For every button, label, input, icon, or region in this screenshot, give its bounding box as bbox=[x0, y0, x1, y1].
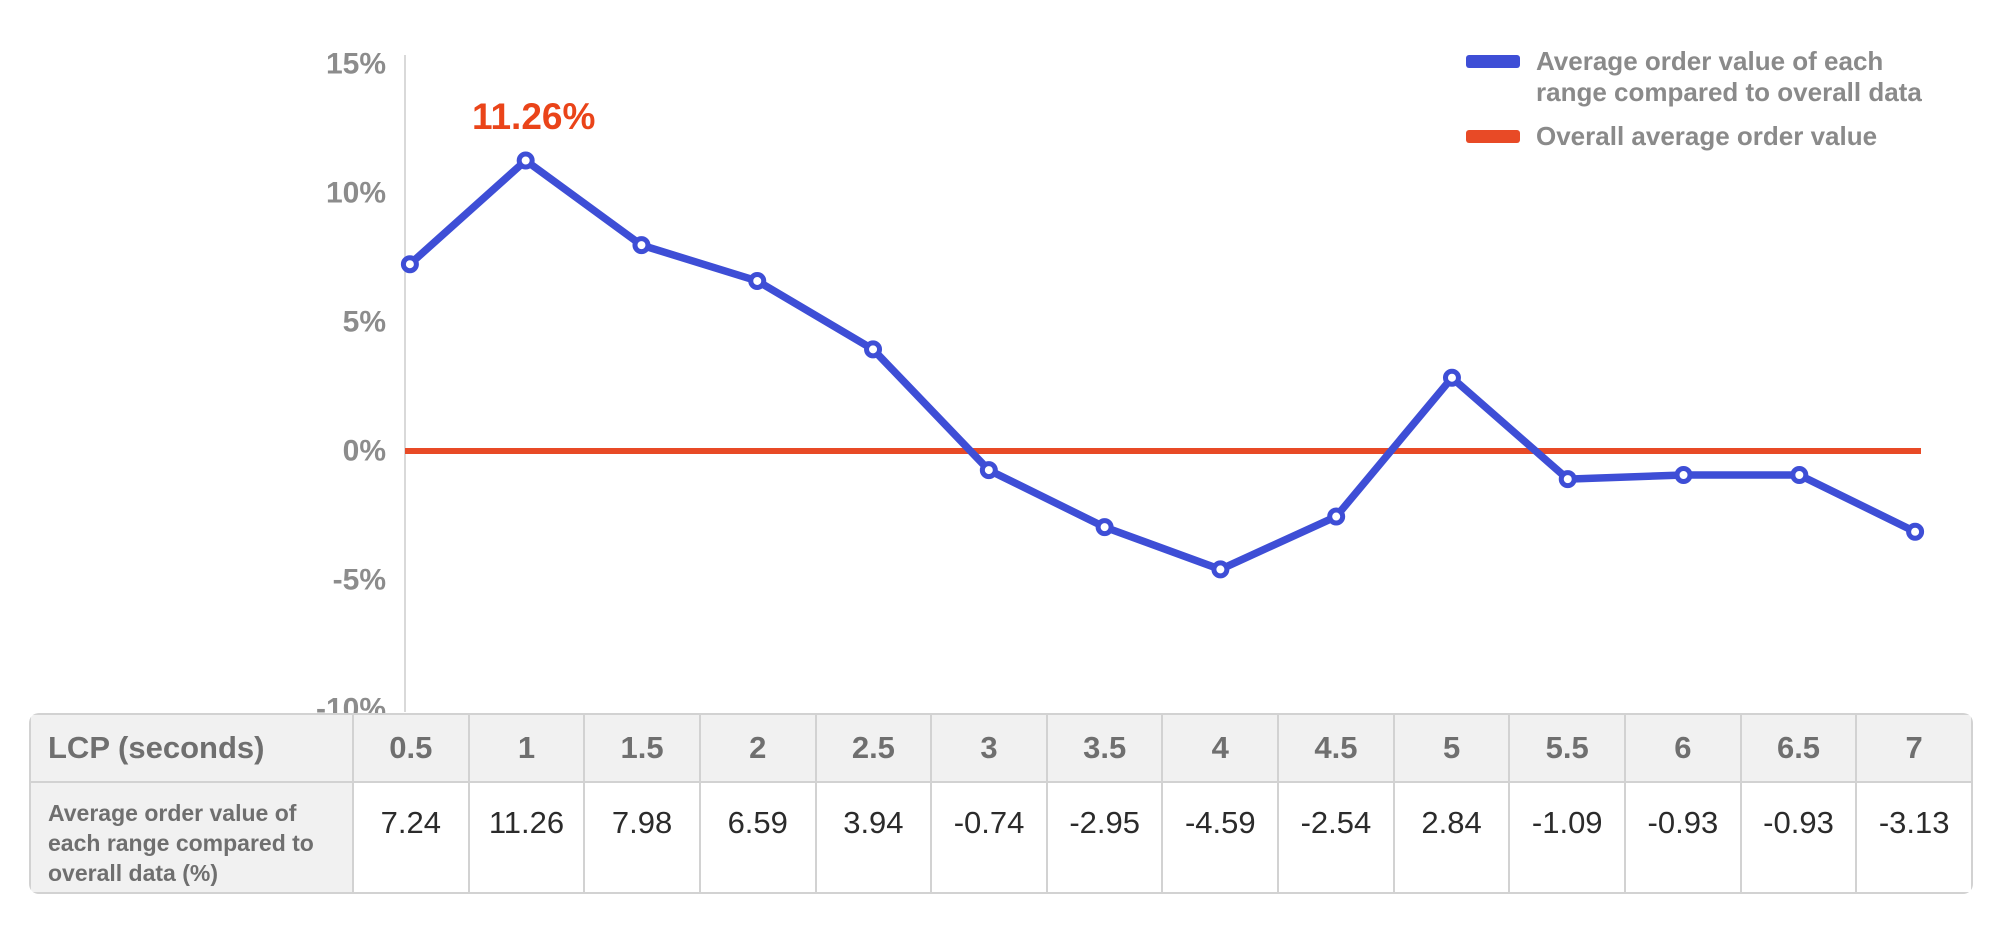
value-cell: 2.84 bbox=[1392, 781, 1511, 894]
row-label: Average order value of each range compar… bbox=[29, 781, 354, 894]
value-cell: 6.59 bbox=[698, 781, 817, 894]
y-axis-tick-label: 0% bbox=[343, 435, 386, 468]
value-cell: -0.93 bbox=[1739, 781, 1858, 894]
legend-entry-reference: Overall average order value bbox=[1466, 121, 1956, 152]
data-point-marker bbox=[1906, 522, 1925, 541]
column-header: 2.5 bbox=[814, 713, 933, 783]
lcp-data-table: LCP (seconds) 0.5 1 1.5 2 2.5 3 3.5 4 4.… bbox=[29, 713, 1973, 894]
data-point-marker bbox=[864, 340, 883, 359]
column-header: 2 bbox=[698, 713, 817, 783]
value-cell: 3.94 bbox=[814, 781, 933, 894]
data-point-marker bbox=[979, 461, 998, 480]
y-axis-tick-label: 15% bbox=[326, 48, 386, 81]
value-cell: 7.24 bbox=[352, 781, 470, 894]
data-point-marker bbox=[1327, 507, 1346, 526]
column-header: 1.5 bbox=[583, 713, 701, 783]
series-line bbox=[406, 156, 1919, 574]
line-chart: 15% 10% 5% 0% -5% -10% 11.26% bbox=[316, 48, 1925, 714]
reference-line-swatch bbox=[1466, 130, 1520, 143]
column-header: 3 bbox=[930, 713, 1048, 783]
data-point-marker bbox=[632, 236, 651, 255]
column-header: 5.5 bbox=[1508, 713, 1627, 783]
value-cell: -3.13 bbox=[1855, 781, 1973, 894]
y-axis-tick-label: 10% bbox=[326, 177, 386, 210]
peak-value-annotation: 11.26% bbox=[472, 96, 595, 137]
table-header-row: LCP (seconds) 0.5 1 1.5 2 2.5 3 3.5 4 4.… bbox=[29, 713, 1973, 783]
data-point-marker bbox=[1442, 368, 1461, 387]
column-header: 3.5 bbox=[1045, 713, 1164, 783]
data-point-marker bbox=[748, 271, 767, 290]
column-header: 4 bbox=[1161, 713, 1280, 783]
data-point-marker bbox=[1790, 465, 1809, 484]
data-point-marker bbox=[1211, 560, 1230, 579]
table-value-row: Average order value of each range compar… bbox=[29, 781, 1973, 894]
data-point-marker bbox=[516, 151, 535, 170]
column-header: 5 bbox=[1392, 713, 1511, 783]
legend-entry-series: Average order value of each range compar… bbox=[1466, 46, 1956, 108]
value-cell: -1.09 bbox=[1508, 781, 1627, 894]
column-header: 7 bbox=[1855, 713, 1973, 783]
y-axis-tick-label: -10% bbox=[316, 693, 386, 714]
value-cell: -0.93 bbox=[1624, 781, 1742, 894]
value-cell: -4.59 bbox=[1161, 781, 1280, 894]
column-header: 4.5 bbox=[1277, 713, 1395, 783]
column-header: 6.5 bbox=[1739, 713, 1858, 783]
column-header: 6 bbox=[1624, 713, 1742, 783]
value-cell: -0.74 bbox=[930, 781, 1048, 894]
legend-label-reference: Overall average order value bbox=[1536, 121, 1878, 151]
y-axis-tick-label: -5% bbox=[333, 564, 386, 597]
table-corner-label: LCP (seconds) bbox=[29, 713, 354, 783]
data-point-marker bbox=[1674, 465, 1693, 484]
column-header: 1 bbox=[467, 713, 586, 783]
value-cell: -2.95 bbox=[1045, 781, 1164, 894]
y-axis-tick-label: 5% bbox=[343, 306, 386, 339]
data-point-marker bbox=[400, 255, 419, 274]
data-point-marker bbox=[1095, 518, 1114, 537]
legend-label-series: Average order value of each range compar… bbox=[1536, 46, 1922, 107]
series-line-swatch bbox=[1466, 55, 1520, 68]
value-cell: -2.54 bbox=[1277, 781, 1395, 894]
data-point-marker bbox=[1558, 470, 1577, 489]
value-cell: 7.98 bbox=[583, 781, 701, 894]
column-header: 0.5 bbox=[352, 713, 470, 783]
value-cell: 11.26 bbox=[467, 781, 586, 894]
